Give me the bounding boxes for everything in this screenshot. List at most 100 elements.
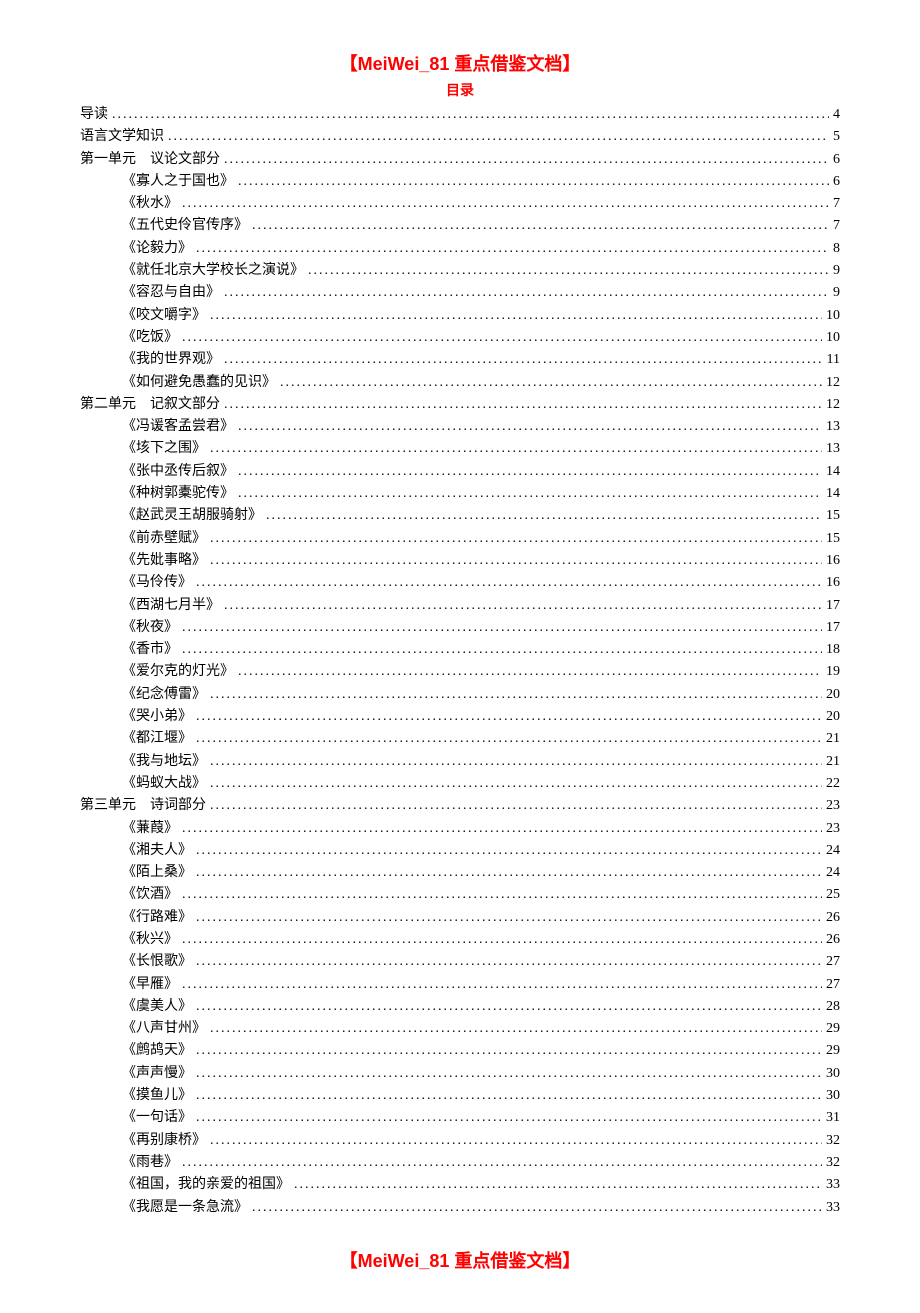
toc-entry[interactable]: 《如何避免愚蠢的见识》12 — [80, 372, 840, 394]
toc-entry-label: 《行路难》 — [122, 907, 192, 929]
toc-dot-leader — [210, 773, 822, 795]
toc-entry-label: 《前赤壁赋》 — [122, 528, 206, 550]
toc-entry[interactable]: 《蚂蚁大战》22 — [80, 773, 840, 795]
toc-dot-leader — [224, 349, 823, 371]
toc-dot-leader — [238, 661, 822, 683]
toc-entry[interactable]: 《饮酒》25 — [80, 884, 840, 906]
toc-dot-leader — [224, 149, 829, 171]
toc-entry-label: 《蒹葭》 — [122, 818, 178, 840]
toc-dot-leader — [196, 1040, 822, 1062]
toc-entry[interactable]: 《种树郭橐驼传》14 — [80, 483, 840, 505]
toc-entry[interactable]: 《咬文嚼字》10 — [80, 305, 840, 327]
toc-entry-page: 24 — [826, 862, 840, 884]
toc-entry-page: 26 — [826, 907, 840, 929]
toc-entry-label: 《早雁》 — [122, 974, 178, 996]
toc-entry[interactable]: 《一句话》31 — [80, 1107, 840, 1129]
toc-entry[interactable]: 第三单元 诗词部分23 — [80, 795, 840, 817]
toc-entry[interactable]: 《雨巷》32 — [80, 1152, 840, 1174]
toc-entry-label: 《八声甘州》 — [122, 1018, 206, 1040]
toc-entry[interactable]: 《蒹葭》23 — [80, 818, 840, 840]
toc-entry[interactable]: 《我的世界观》11 — [80, 349, 840, 371]
toc-entry[interactable]: 《就任北京大学校长之演说》9 — [80, 260, 840, 282]
toc-entry-label: 语言文学知识 — [80, 126, 164, 148]
toc-entry[interactable]: 《秋水》7 — [80, 193, 840, 215]
toc-entry[interactable]: 《纪念傅雷》20 — [80, 684, 840, 706]
toc-entry[interactable]: 《先妣事略》16 — [80, 550, 840, 572]
toc-entry[interactable]: 《秋夜》17 — [80, 617, 840, 639]
toc-entry[interactable]: 《论毅力》8 — [80, 238, 840, 260]
toc-entry[interactable]: 《马伶传》16 — [80, 572, 840, 594]
toc-entry[interactable]: 《前赤壁赋》15 — [80, 528, 840, 550]
toc-entry[interactable]: 语言文学知识 5 — [80, 126, 840, 148]
toc-entry[interactable]: 《张中丞传后叙》14 — [80, 461, 840, 483]
toc-dot-leader — [210, 528, 822, 550]
toc-entry-page: 11 — [827, 349, 840, 371]
toc-entry-label: 《陌上桑》 — [122, 862, 192, 884]
toc-entry[interactable]: 第二单元 记叙文部分12 — [80, 394, 840, 416]
toc-entry[interactable]: 《吃饭》10 — [80, 327, 840, 349]
toc-entry-label: 《雨巷》 — [122, 1152, 178, 1174]
toc-entry[interactable]: 《八声甘州》29 — [80, 1018, 840, 1040]
toc-entry[interactable]: 《我愿是一条急流》33 — [80, 1197, 840, 1219]
toc-dot-leader — [182, 818, 822, 840]
toc-entry[interactable]: 《湘夫人》24 — [80, 840, 840, 862]
toc-entry[interactable]: 《冯谖客孟尝君》 13 — [80, 416, 840, 438]
toc-entry[interactable]: 导读4 — [80, 104, 840, 126]
toc-entry-page: 26 — [826, 929, 840, 951]
toc-entry[interactable]: 《祖国，我的亲爱的祖国》33 — [80, 1174, 840, 1196]
toc-dot-leader — [238, 483, 822, 505]
toc-entry-page: 17 — [826, 595, 840, 617]
toc-dot-leader — [252, 1197, 822, 1219]
toc-dot-leader — [168, 126, 829, 148]
toc-container: 导读4语言文学知识 5第一单元 议论文部分6《寡人之于国也》6《秋水》7《五代史伶… — [80, 104, 840, 1219]
toc-entry[interactable]: 《秋兴》26 — [80, 929, 840, 951]
toc-entry[interactable]: 《都江堰》21 — [80, 728, 840, 750]
toc-entry-label: 《容忍与自由》 — [122, 282, 220, 304]
toc-entry-label: 《就任北京大学校长之演说》 — [122, 260, 304, 282]
toc-entry[interactable]: 《寡人之于国也》6 — [80, 171, 840, 193]
toc-entry-label: 《马伶传》 — [122, 572, 192, 594]
toc-entry-page: 13 — [826, 416, 840, 438]
toc-entry[interactable]: 《鹧鸪天》29 — [80, 1040, 840, 1062]
toc-entry[interactable]: 《声声慢》30 — [80, 1063, 840, 1085]
toc-dot-leader — [182, 193, 829, 215]
toc-entry-page: 5 — [833, 126, 840, 148]
toc-entry-label: 《我与地坛》 — [122, 751, 206, 773]
toc-entry[interactable]: 《陌上桑》 24 — [80, 862, 840, 884]
toc-entry[interactable]: 《哭小弟》20 — [80, 706, 840, 728]
toc-entry-page: 16 — [826, 550, 840, 572]
toc-dot-leader — [182, 327, 822, 349]
toc-entry[interactable]: 《早雁》27 — [80, 974, 840, 996]
toc-entry[interactable]: 《垓下之围》13 — [80, 438, 840, 460]
toc-entry[interactable]: 《我与地坛》21 — [80, 751, 840, 773]
toc-entry-page: 30 — [826, 1063, 840, 1085]
toc-entry-label: 《饮酒》 — [122, 884, 178, 906]
toc-entry[interactable]: 第一单元 议论文部分6 — [80, 149, 840, 171]
toc-dot-leader — [196, 572, 822, 594]
toc-entry-label: 《如何避免愚蠢的见识》 — [122, 372, 276, 394]
toc-entry[interactable]: 《容忍与自由》9 — [80, 282, 840, 304]
toc-dot-leader — [182, 1152, 822, 1174]
toc-entry[interactable]: 《爱尔克的灯光》19 — [80, 661, 840, 683]
toc-entry[interactable]: 《香市》18 — [80, 639, 840, 661]
toc-entry[interactable]: 《赵武灵王胡服骑射》15 — [80, 505, 840, 527]
toc-dot-leader — [210, 1130, 822, 1152]
toc-dot-leader — [196, 1085, 822, 1107]
toc-entry[interactable]: 《西湖七月半》17 — [80, 595, 840, 617]
toc-entry-label: 《吃饭》 — [122, 327, 178, 349]
toc-entry-label: 第一单元 议论文部分 — [80, 149, 220, 171]
toc-entry-page: 21 — [826, 728, 840, 750]
toc-dot-leader — [210, 1018, 822, 1040]
toc-entry[interactable]: 《行路难》 26 — [80, 907, 840, 929]
toc-entry[interactable]: 《再别康桥》32 — [80, 1130, 840, 1152]
toc-entry[interactable]: 《摸鱼儿》30 — [80, 1085, 840, 1107]
toc-dot-leader — [266, 505, 822, 527]
toc-entry[interactable]: 《长恨歌》27 — [80, 951, 840, 973]
toc-dot-leader — [196, 1107, 822, 1129]
toc-entry-label: 《长恨歌》 — [122, 951, 192, 973]
toc-entry[interactable]: 《五代史伶官传序》7 — [80, 215, 840, 237]
toc-entry-label: 《湘夫人》 — [122, 840, 192, 862]
toc-entry-page: 23 — [826, 795, 840, 817]
toc-entry-label: 《冯谖客孟尝君》 — [122, 416, 234, 438]
toc-entry[interactable]: 《虞美人》28 — [80, 996, 840, 1018]
